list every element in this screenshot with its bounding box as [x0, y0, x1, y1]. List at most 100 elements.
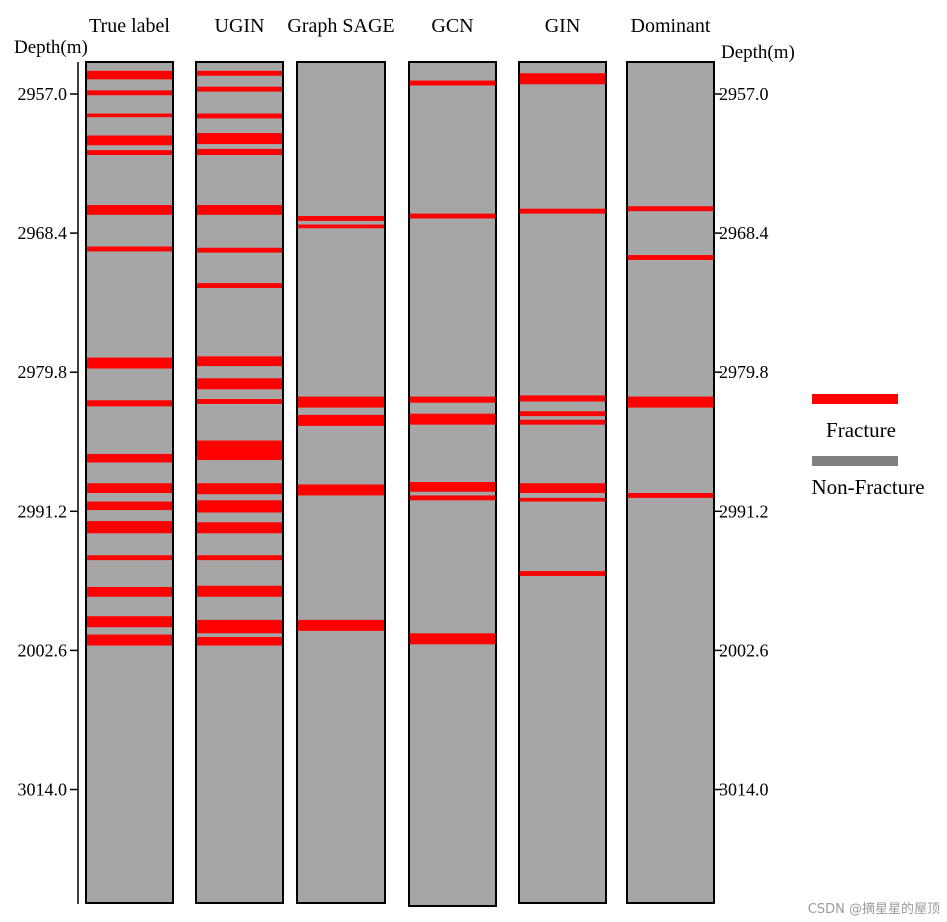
fracture-band: [196, 113, 283, 119]
right-tick-label: 3014.0: [719, 780, 769, 800]
left-tick-label: 3014.0: [18, 780, 68, 800]
fracture-band: [86, 400, 173, 407]
legend-fracture-label: Fracture: [826, 418, 896, 442]
fracture-band: [86, 90, 173, 96]
track-border: [85, 61, 174, 904]
fracture-band: [519, 208, 606, 214]
fracture-band: [297, 619, 385, 631]
right-tick-label: 2991.2: [719, 501, 769, 521]
fracture-band: [297, 484, 385, 496]
track-title: UGIN: [215, 15, 265, 37]
fracture-band: [627, 206, 714, 212]
fracture-band: [196, 440, 283, 461]
track-title: True label: [89, 15, 170, 37]
track-gcn: GCN: [408, 15, 497, 907]
fracture-band: [196, 86, 283, 92]
fracture-band: [196, 247, 283, 253]
fracture-band: [196, 585, 283, 597]
track-border: [296, 61, 386, 904]
fracture-band: [86, 586, 173, 597]
track-dominant: Dominant: [626, 15, 715, 904]
fracture-band: [297, 224, 385, 229]
legend-non-fracture-swatch: [812, 456, 898, 466]
left-depth-axis: Depth(m) 2957.0 2968.4 2979.8 2991.2 2002.6 3…: [14, 37, 88, 904]
right-ticks: 2957.0 2968.4 2979.8 2991.2 2002.6 3014.0: [714, 84, 769, 800]
fracture-band: [409, 80, 496, 86]
track-gin: GIN: [518, 15, 607, 904]
fracture-band: [519, 411, 606, 417]
fracture-band: [86, 616, 173, 628]
fracture-band: [196, 148, 283, 156]
fracture-band: [519, 497, 606, 502]
fracture-band: [409, 396, 496, 403]
left-ticks: 2957.0 2968.4 2979.8 2991.2 2002.6 3014.0: [18, 84, 78, 800]
fracture-band: [409, 213, 496, 219]
right-depth-axis: Depth(m) 2957.0 2968.4 2979.8 2991.2 2002.6 3…: [713, 42, 795, 904]
track-border: [408, 61, 497, 907]
track-ugin: UGIN: [195, 15, 284, 904]
track-graph-sage: Graph SAGE: [287, 15, 395, 904]
fracture-band: [86, 357, 173, 369]
fracture-band: [196, 283, 283, 289]
fracture-band: [196, 555, 283, 561]
track-background: [86, 62, 173, 903]
right-tick-label: 2002.6: [719, 640, 769, 660]
right-tick-label: 2968.4: [719, 223, 769, 243]
right-tick-label: 2957.0: [719, 84, 769, 104]
left-tick-label: 2968.4: [18, 223, 68, 243]
legend-fracture-swatch: [812, 394, 898, 404]
fracture-band: [409, 413, 496, 425]
right-tick-label: 2979.8: [719, 362, 769, 382]
fracture-band: [627, 255, 714, 260]
track-title: Graph SAGE: [287, 15, 394, 37]
watermark: CSDN @摘星星的屋顶: [808, 901, 940, 917]
left-tick-label: 2979.8: [18, 362, 68, 382]
fracture-band: [196, 205, 283, 215]
fracture-band: [86, 483, 173, 493]
legend: Fracture Non-Fracture: [811, 394, 925, 499]
fracture-band: [86, 501, 173, 511]
fracture-band: [196, 522, 283, 534]
fracture-band: [627, 396, 714, 408]
legend-non-fracture-label: Non-Fracture: [811, 475, 924, 499]
fracture-band: [519, 483, 606, 493]
fracture-band: [86, 555, 173, 561]
track-background: [627, 62, 714, 903]
left-tick-label: 2991.2: [18, 501, 68, 521]
track-background: [297, 62, 385, 903]
fracture-band: [86, 70, 173, 80]
fracture-band: [196, 619, 283, 634]
track-border: [518, 61, 607, 904]
fracture-band: [627, 492, 714, 498]
fracture-band: [86, 150, 173, 156]
fracture-band: [196, 70, 283, 76]
track-true-label: True label: [85, 15, 174, 904]
fracture-band: [297, 414, 385, 426]
left-tick-label: 2957.0: [18, 84, 68, 104]
fracture-band: [196, 500, 283, 513]
fracture-band: [86, 521, 173, 534]
left-axis-title: Depth(m): [14, 37, 88, 58]
fracture-band: [519, 73, 606, 85]
fracture-band: [297, 216, 385, 221]
track-background: [196, 62, 283, 903]
fracture-band: [86, 453, 173, 463]
fracture-band: [297, 396, 385, 408]
fracture-band: [196, 356, 283, 367]
fracture-band: [519, 419, 606, 425]
fracture-band: [196, 133, 283, 145]
left-tick-label: 2002.6: [18, 640, 68, 660]
track-title: Dominant: [631, 15, 711, 37]
columns-layer: True label UGIN Graph SAGE GCN GIN Dominant: [85, 15, 715, 907]
fracture-band: [196, 636, 283, 646]
fracture-band: [86, 634, 173, 646]
fracture-band: [86, 205, 173, 215]
fracture-band: [409, 633, 496, 645]
track-border: [195, 61, 284, 904]
fracture-band: [519, 395, 606, 402]
fracture-band: [196, 483, 283, 495]
fracture-band: [86, 135, 173, 146]
fracture-band: [519, 571, 606, 576]
fracture-band: [409, 482, 496, 492]
